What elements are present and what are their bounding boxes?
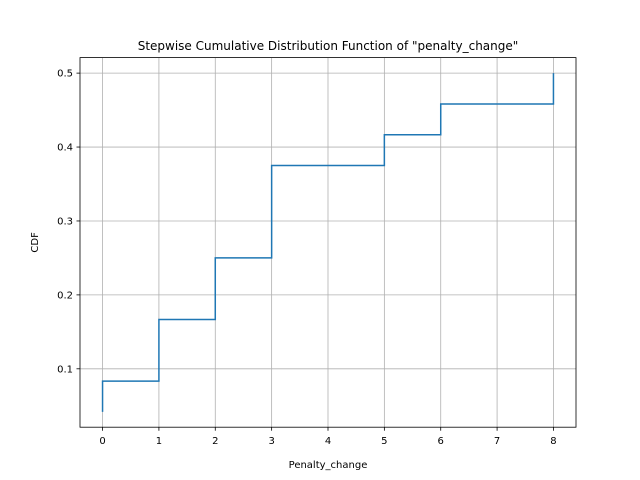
x-tick-label: 5 xyxy=(381,436,387,447)
ticks: 0 1 2 3 4 5 6 7 8 0.1 0.2 0.3 0.4 0.5 xyxy=(57,69,557,448)
x-axis-label: Penalty_change xyxy=(289,460,368,471)
x-tick-label: 8 xyxy=(550,436,556,447)
x-tick-label: 6 xyxy=(438,436,444,447)
y-tick-label: 0.1 xyxy=(57,364,73,375)
y-tick-label: 0.4 xyxy=(57,143,73,154)
x-tick-label: 0 xyxy=(99,436,105,447)
y-axis-label: CDF xyxy=(30,232,41,253)
x-tick-label: 7 xyxy=(494,436,500,447)
x-tick-label: 4 xyxy=(325,436,331,447)
y-tick-label: 0.2 xyxy=(57,290,73,301)
y-tick-label: 0.3 xyxy=(57,216,73,227)
x-tick-label: 1 xyxy=(156,436,162,447)
series xyxy=(101,73,555,412)
grid xyxy=(80,57,576,428)
chart-title: Stepwise Cumulative Distribution Functio… xyxy=(138,39,519,53)
cdf-step-line xyxy=(101,73,555,412)
x-tick-label: 2 xyxy=(212,436,218,447)
y-tick-label: 0.5 xyxy=(57,69,73,80)
x-tick-label: 3 xyxy=(268,436,274,447)
